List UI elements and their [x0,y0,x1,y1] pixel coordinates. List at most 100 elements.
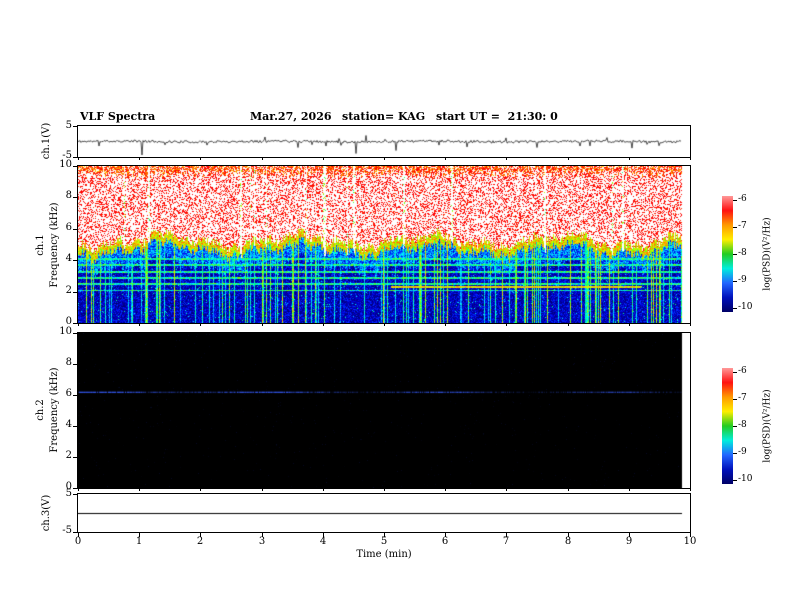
colorbar1-title: log(PSD)(V²/Hz) [762,217,773,291]
ytick-label: 4 [65,253,72,264]
cbar-tick-label: -8 [738,420,747,430]
tick-mark [73,494,78,495]
tick-mark [733,399,737,400]
tick-mark [78,488,79,491]
ytick-label: 2 [65,285,72,296]
tick-mark [629,488,630,491]
ytick-label: 5 [65,488,72,499]
tick-mark [262,532,263,537]
ch1spec-channel-title: ch.1 [35,234,46,256]
tick-mark [73,157,78,158]
ytick-label: 10 [59,159,72,170]
tick-mark [690,157,691,160]
tick-mark [73,488,78,489]
tick-mark [690,488,691,491]
tick-mark [73,364,78,365]
tick-mark [568,488,569,491]
tick-mark [73,166,78,167]
xtick-label: 10 [683,536,697,547]
tick-mark [73,457,78,458]
tick-mark [445,488,446,491]
xtick-label: 7 [502,536,510,547]
tick-mark [200,323,201,326]
ch2spec-channel-title: ch.2 [35,399,46,421]
tick-mark [262,488,263,491]
tick-mark [139,157,140,160]
tick-mark [384,157,385,160]
tick-mark [733,200,737,201]
tick-mark [733,480,737,481]
tick-mark [506,323,507,326]
ch3v-axis-title: ch.3(V) [41,494,52,532]
tick-mark [78,323,79,326]
ytick-label: -5 [62,525,72,536]
tick-mark [78,532,79,537]
date-label: Mar.27, 2026 [250,110,332,123]
cbar-tick-label: -8 [738,248,747,258]
tick-mark [384,532,385,537]
tick-mark [73,323,78,324]
tick-mark [73,260,78,261]
tick-mark [262,157,263,160]
xtick-label: 0 [74,536,82,547]
colorbar2-title: log(PSD)(V²/Hz) [762,389,773,463]
ytick-label: 8 [65,357,72,368]
colorbar-ch2 [722,368,733,484]
tick-mark [323,532,324,537]
xaxis-title: Time (min) [356,549,412,560]
cbar-tick-label: -6 [738,366,747,376]
tick-mark [200,532,201,537]
cbar-tick-label: -9 [738,447,747,457]
tick-mark [323,488,324,491]
tick-mark [733,281,737,282]
start-ut-label: start UT = 21:30: 0 [436,110,558,123]
ch3-voltage-waveform [78,494,690,532]
ytick-label: 4 [65,419,72,430]
ytick-label: 6 [65,222,72,233]
ch1-spectrogram-panel [77,165,691,324]
cbar-tick-label: -6 [738,194,747,204]
ch2-spectrogram-panel [77,332,691,489]
tick-mark [73,395,78,396]
tick-mark [445,323,446,326]
colorbar-ch1 [722,196,733,312]
tick-mark [445,532,446,537]
figure-title: VLF Spectra [80,110,156,123]
tick-mark [262,323,263,326]
tick-mark [73,229,78,230]
tick-mark [200,157,201,160]
ytick-label: -5 [62,150,72,161]
ch1v-axis-title: ch.1(V) [41,122,52,160]
ch1-spectrogram [78,166,690,323]
tick-mark [73,532,78,533]
cbar-tick-label: -10 [738,474,753,484]
ch1-voltage-panel [77,125,691,158]
station-label: station= KAG [342,110,426,123]
tick-mark [384,488,385,491]
tick-mark [733,453,737,454]
ytick-label: 10 [59,326,72,337]
cbar-tick-label: -7 [738,393,747,403]
xtick-label: 2 [196,536,204,547]
xtick-label: 6 [441,536,449,547]
xtick-label: 5 [380,536,388,547]
tick-mark [73,126,78,127]
ch1spec-ylabel: Frequency (kHz) [49,202,60,288]
ch3-voltage-panel [77,493,691,533]
tick-mark [139,488,140,491]
tick-mark [73,333,78,334]
tick-mark [690,323,691,326]
cbar-tick-label: -7 [738,221,747,231]
xtick-label: 9 [625,536,633,547]
tick-mark [733,372,737,373]
ytick-label: 5 [65,120,72,131]
tick-mark [629,532,630,537]
ch1-voltage-waveform [78,126,690,157]
tick-mark [733,254,737,255]
tick-mark [73,292,78,293]
ytick-label: 2 [65,450,72,461]
ytick-label: 6 [65,388,72,399]
tick-mark [384,323,385,326]
cbar-tick-label: -9 [738,275,747,285]
